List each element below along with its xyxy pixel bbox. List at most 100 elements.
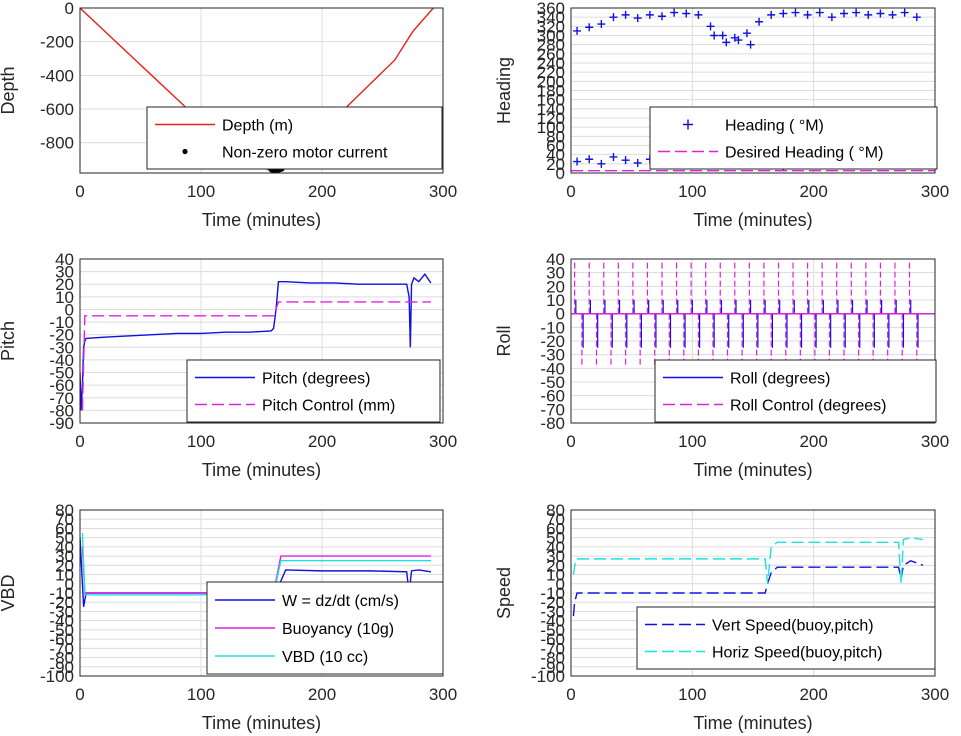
x-tick-label: 100: [187, 432, 215, 451]
heading-point: [645, 10, 654, 19]
y-tick-label: 240: [537, 54, 565, 73]
x-tick-label: 300: [429, 182, 457, 201]
x-axis-label: Time (minutes): [202, 460, 321, 480]
y-tick-label: -70: [49, 389, 74, 408]
heading-point: [585, 155, 594, 164]
heading-point: [876, 9, 885, 18]
x-tick-label: 100: [187, 182, 215, 201]
y-tick-label: -80: [49, 401, 74, 420]
series-line-2: [81, 301, 431, 411]
y-tick-label: 300: [537, 27, 565, 46]
y-tick-label: 20: [55, 275, 74, 294]
legend-box: [186, 359, 441, 423]
heading-point: [706, 22, 715, 31]
y-tick-label: -100: [40, 667, 74, 686]
x-tick-label: 0: [566, 432, 575, 451]
y-tick-label: -60: [540, 630, 565, 649]
legend-entry: Non-zero motor current: [222, 145, 388, 162]
y-tick-label: -40: [49, 612, 74, 631]
legend-entry: Heading ( °M): [725, 118, 824, 135]
heading-point: [633, 14, 642, 23]
heading-point: [767, 10, 776, 19]
y-tick-label: -20: [49, 326, 74, 345]
y-tick-label: 280: [537, 36, 565, 55]
heading-point: [779, 9, 788, 18]
chart-panel-1: 0 100 200 300 -800 -600 -400 -200 0 Time (minutes…: [0, 0, 457, 230]
chart-panel-2: 0 100 200 300020406080100120140160180200220…: [494, 0, 949, 230]
y-tick-label: 0: [556, 305, 565, 324]
x-tick-label: 100: [678, 182, 706, 201]
data-layer: [80, 272, 432, 411]
y-tick-label: -50: [540, 621, 565, 640]
y-tick-label: -10: [540, 318, 565, 337]
y-tick-label: -40: [49, 351, 74, 370]
y-tick-label: -30: [49, 338, 74, 357]
y-tick-label: 0: [556, 164, 565, 183]
y-tick-label: -800: [40, 134, 74, 153]
legend-entry: VBD (10 cc): [282, 649, 368, 666]
heading-point: [888, 10, 897, 19]
series-line-1: [80, 272, 432, 411]
x-tick-label: 200: [799, 432, 827, 451]
y-tick-label: -70: [49, 639, 74, 658]
legend-entry: Pitch (degrees): [262, 371, 371, 388]
x-tick-label: 100: [678, 685, 706, 704]
y-tick-label: -70: [540, 639, 565, 658]
y-tick-label: 80: [55, 501, 74, 520]
x-tick-label: 0: [566, 685, 575, 704]
y-tick-label: 0: [556, 575, 565, 594]
legend-marker: [182, 148, 188, 155]
x-tick-label: 200: [799, 685, 827, 704]
y-axis-label: Heading: [494, 57, 514, 124]
y-tick-label: 50: [546, 529, 565, 548]
legend-box: [636, 606, 936, 670]
y-tick-label: 40: [55, 538, 74, 557]
y-tick-label: -30: [540, 602, 565, 621]
y-tick-label: 140: [537, 100, 565, 119]
y-tick-label: -60: [49, 630, 74, 649]
heading-point: [621, 156, 630, 165]
y-tick-label: -40: [540, 612, 565, 631]
y-tick-label: 40: [546, 538, 565, 557]
y-tick-label: -30: [540, 346, 565, 365]
heading-point: [791, 8, 800, 17]
heading-point: [722, 38, 731, 47]
heading-point: [573, 26, 582, 35]
x-tick-label: 100: [187, 685, 215, 704]
x-axis-label: Time (minutes): [693, 713, 812, 733]
y-tick-label: -80: [540, 414, 565, 433]
y-tick-label: 40: [546, 250, 565, 269]
y-tick-label: 10: [55, 566, 74, 585]
y-tick-label: 20: [55, 556, 74, 575]
legend-box: [146, 106, 443, 170]
heading-point: [718, 31, 727, 40]
y-tick-label: -10: [49, 584, 74, 603]
y-tick-label: -60: [540, 387, 565, 406]
y-tick-label: -20: [540, 593, 565, 612]
legend-entry: Pitch Control (mm): [262, 398, 395, 415]
x-axis-label: Time (minutes): [202, 713, 321, 733]
y-tick-label: -40: [540, 359, 565, 378]
y-tick-label: 160: [537, 91, 565, 110]
y-tick-label: -600: [40, 100, 74, 119]
y-tick-label: -50: [540, 373, 565, 392]
x-tick-label: 0: [75, 182, 84, 201]
y-tick-label: -400: [40, 66, 74, 85]
x-axis-label: Time (minutes): [693, 210, 812, 230]
y-tick-label: -80: [49, 649, 74, 668]
y-tick-label: 10: [546, 291, 565, 310]
y-tick-label: 180: [537, 82, 565, 101]
axes-box: [79, 7, 444, 174]
x-tick-label: 0: [75, 432, 84, 451]
chart-panel-4: 0 100 200 300-80-70-60-50-40-30-20-10010203…: [494, 250, 949, 480]
y-tick-label: -90: [49, 414, 74, 433]
axes-box: [570, 509, 936, 677]
y-tick-label: 0: [65, 575, 74, 594]
x-tick-label: 200: [308, 685, 336, 704]
y-tick-label: -20: [49, 593, 74, 612]
heading-point: [670, 8, 679, 17]
y-tick-label: 30: [546, 547, 565, 566]
heading-point: [900, 8, 909, 17]
y-tick-label: -90: [49, 658, 74, 677]
y-tick-label: 360: [537, 0, 565, 18]
